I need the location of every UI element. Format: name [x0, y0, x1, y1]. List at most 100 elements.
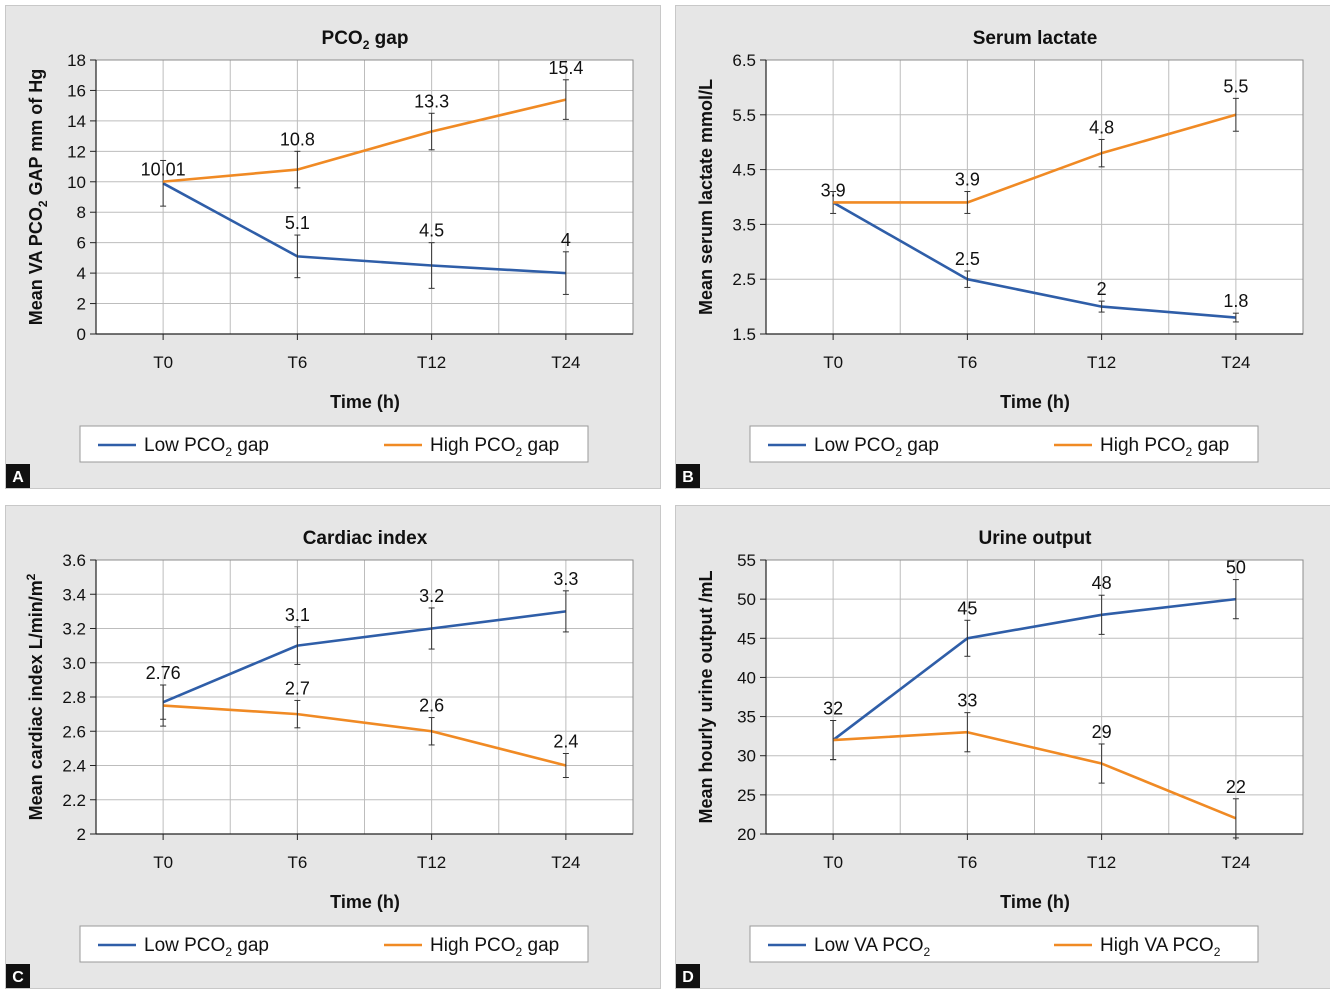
panel-label: [6, 964, 30, 988]
chart-title: PCO2 gap: [322, 28, 409, 52]
x-tick-label: T0: [823, 853, 843, 872]
data-label: 4.5: [419, 221, 444, 241]
legend-label: Low PCO2 gap: [814, 435, 939, 459]
legend: [749, 925, 1259, 963]
y-tick-label: 55: [737, 551, 756, 570]
chart-d: Urine output 20 25 30 35 40 45 50 55 T0 T6 T12 T24 Ti…: [676, 528, 1304, 988]
y-axis-title: Mean VA PCO2 GAP mm of Hg: [26, 69, 50, 325]
chart-title: Serum lactate: [973, 28, 1098, 49]
y-tick-label: 45: [737, 629, 756, 648]
y-tick-label: 3.6: [62, 551, 86, 570]
panel-label-text: A: [12, 469, 24, 486]
series-line-high: [833, 113, 1237, 204]
y-tick-label: 3.5: [732, 215, 756, 234]
data-label: 4: [561, 230, 571, 250]
data-label: 10.8: [280, 129, 315, 149]
y-tick-label: 2: [77, 825, 86, 844]
legend-label: Low VA PCO2: [814, 935, 930, 959]
data-label: 32: [823, 698, 843, 718]
data-label: 2.4: [553, 732, 578, 752]
y-tick-label: 16: [67, 81, 86, 100]
legend-label: Low PCO2 gap: [144, 935, 269, 959]
x-axis-title: Time (h): [1000, 892, 1070, 912]
legend: [749, 425, 1259, 463]
data-label: 5.5: [1223, 76, 1248, 96]
y-tick-label: 2: [77, 295, 86, 314]
data-label: 3.9: [955, 170, 980, 190]
y-tick-label: 20: [737, 825, 756, 844]
panel-a: PCO2 gap 0 2 4 6 8 10 12 14 16 18 T0 T6 T12 T24 Time (h…: [5, 5, 661, 489]
panel-b: Serum lactate 1.5 2.5 3.5 4.5 5.5 6.5 T0 T6 T12 T2…: [675, 5, 1330, 489]
legend-label: High PCO2 gap: [430, 435, 559, 459]
data-label: 15.4: [548, 58, 583, 78]
data-label: 3.2: [419, 586, 444, 606]
x-tick-label: T6: [957, 853, 977, 872]
y-tick-label: 12: [67, 142, 86, 161]
x-tick-label: T6: [287, 353, 307, 372]
series-line-high: [163, 98, 567, 183]
panel-label-text: C: [12, 969, 24, 986]
y-tick-label: 3.0: [62, 654, 86, 673]
y-tick-label: 2.6: [62, 722, 86, 741]
data-label: 3.9: [821, 180, 846, 200]
chart-title: Cardiac index: [303, 528, 428, 549]
y-tick-label: 3.2: [62, 620, 86, 639]
data-label: 2.5: [955, 249, 980, 269]
y-axis-title: Mean serum lactate mmol/L: [696, 79, 716, 315]
legend-label: High PCO2 gap: [1100, 435, 1229, 459]
x-tick-label: T24: [551, 853, 580, 872]
y-tick-label: 2.2: [62, 791, 86, 810]
y-tick-label: 18: [67, 51, 86, 70]
panel-d: Urine output 20 25 30 35 40 45 50 55 T0 T6 T12 T24 Ti…: [675, 505, 1330, 989]
y-axis-title: Mean cardiac index L/min/m2: [24, 573, 46, 820]
panel-label-text: B: [682, 469, 694, 486]
data-label: 5.1: [285, 213, 310, 233]
y-tick-label: 6.5: [732, 51, 756, 70]
data-label: 3.3: [553, 569, 578, 589]
legend: [79, 425, 589, 463]
data-label: 2.7: [285, 678, 310, 698]
y-tick-label: 14: [67, 112, 86, 131]
x-tick-label: T0: [823, 353, 843, 372]
panel-label: [676, 964, 700, 988]
series-line-low: [832, 597, 1237, 742]
x-tick-label: T6: [287, 853, 307, 872]
x-axis-title: Time (h): [1000, 392, 1070, 412]
x-tick-label: T0: [153, 353, 173, 372]
y-tick-label: 25: [737, 786, 756, 805]
data-label: 10.01: [141, 160, 186, 180]
series-line-low: [162, 182, 566, 275]
data-label: 48: [1092, 573, 1112, 593]
x-tick-label: T6: [957, 353, 977, 372]
x-tick-label: T12: [417, 353, 446, 372]
x-axis-title: Time (h): [330, 892, 400, 912]
y-tick-label: 35: [737, 708, 756, 727]
data-label: 1.8: [1223, 291, 1248, 311]
chart-a: PCO2 gap 0 2 4 6 8 10 12 14 16 18 T0 T6 T12 T24 Time (h…: [6, 28, 634, 488]
panel-label: [6, 464, 30, 488]
y-axis-title: Mean hourly urine output /mL: [696, 571, 716, 824]
data-label: 22: [1226, 777, 1246, 797]
data-label: 3.1: [285, 605, 310, 625]
series-line-high: [163, 704, 567, 767]
y-tick-label: 8: [77, 203, 86, 222]
x-tick-label: T12: [417, 853, 446, 872]
x-tick-label: T12: [1087, 853, 1116, 872]
data-label: 2.6: [419, 696, 444, 716]
legend-label: High VA PCO2: [1100, 935, 1221, 959]
legend: [79, 925, 589, 963]
data-label: 33: [957, 691, 977, 711]
chart-c: Cardiac index 2 2.2 2.4 2.6 2.8 3.0 3.2 3.4 3.6 T0…: [6, 528, 634, 988]
panel-label: [676, 464, 700, 488]
data-label: 50: [1226, 558, 1246, 578]
chart-b: Serum lactate 1.5 2.5 3.5 4.5 5.5 6.5 T0 T6 T12 T2…: [676, 28, 1304, 488]
y-tick-label: 3.4: [62, 585, 86, 604]
series-line-low: [162, 610, 567, 704]
data-label: 45: [957, 598, 977, 618]
y-tick-label: 5.5: [732, 106, 756, 125]
x-tick-label: T24: [551, 353, 580, 372]
y-tick-label: 2.4: [62, 757, 86, 776]
data-label: 13.3: [414, 91, 449, 111]
y-tick-label: 4: [77, 264, 86, 283]
data-label: 2.76: [146, 663, 181, 683]
